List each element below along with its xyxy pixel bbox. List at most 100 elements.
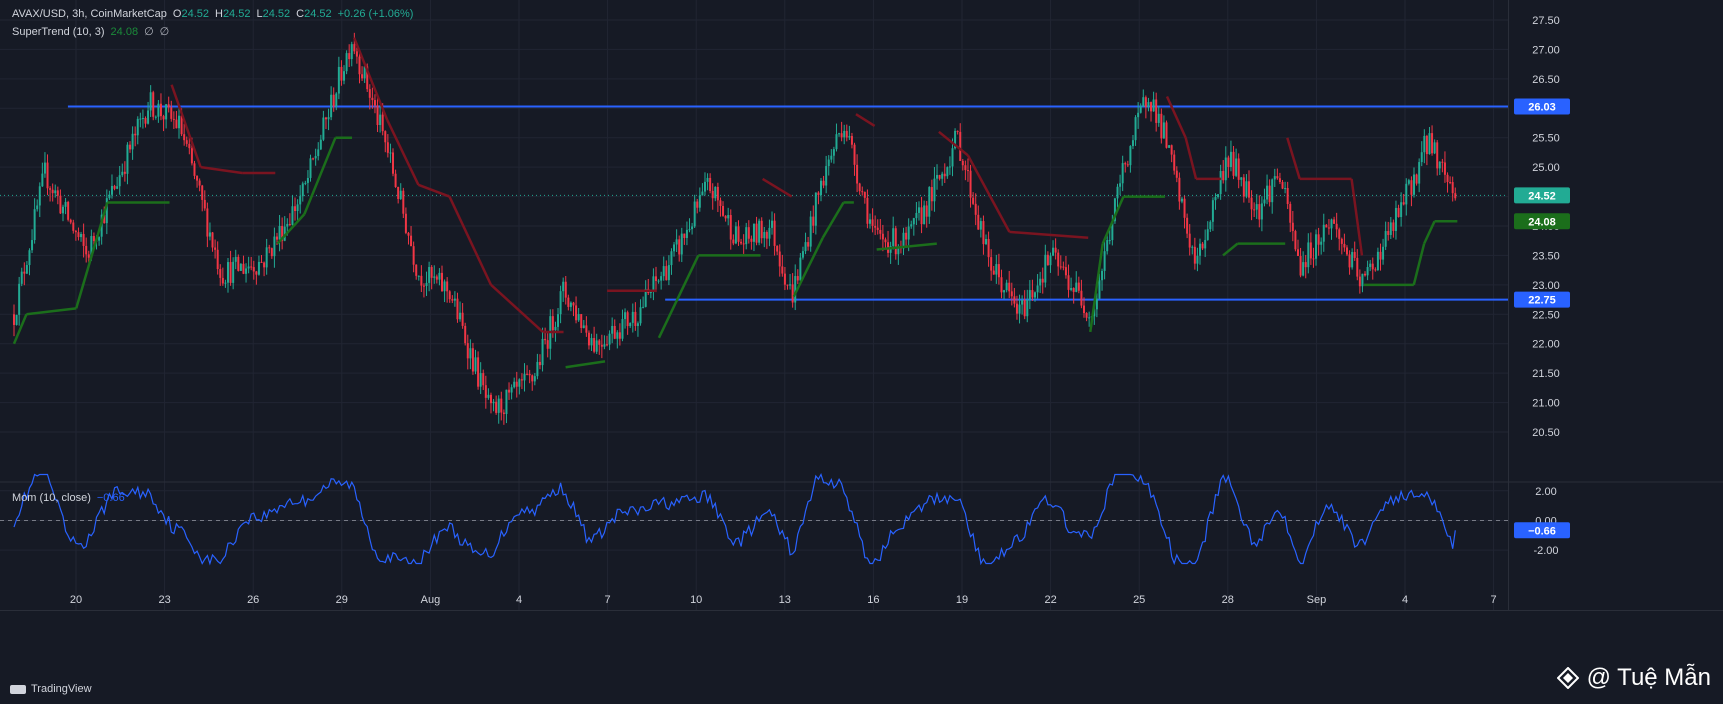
candle-body	[134, 133, 137, 136]
candle-body	[1384, 231, 1387, 247]
candle-body	[979, 221, 982, 230]
candle-body	[144, 118, 147, 124]
supertrend-label[interactable]: SuperTrend (10, 3)	[12, 25, 105, 38]
horizontal-lines	[0, 105, 1508, 301]
candle-body	[678, 239, 681, 255]
candle-body	[564, 281, 567, 298]
candle-body	[1170, 145, 1173, 155]
candle-body	[1175, 170, 1178, 178]
candle-body	[1242, 177, 1245, 197]
candle-body	[1253, 209, 1256, 211]
candle-body	[1361, 273, 1364, 287]
candle-body	[639, 307, 642, 324]
candle-body	[1312, 258, 1315, 260]
candle-body	[404, 213, 407, 233]
candle-body	[482, 373, 485, 386]
candle-body	[433, 276, 436, 278]
candle-body	[964, 165, 967, 171]
candle-body	[214, 247, 217, 250]
candle-body	[1155, 99, 1158, 123]
price-label-badge	[1514, 187, 1570, 204]
candle-body	[1077, 282, 1080, 291]
candle-body	[850, 136, 853, 145]
time-tick-label: 23	[158, 594, 170, 606]
candle-body	[149, 92, 152, 111]
candle-body	[358, 56, 361, 75]
candle-body	[917, 207, 920, 213]
time-tick-label: 4	[516, 594, 522, 606]
candle-body	[531, 375, 534, 382]
momentum-label[interactable]: Mom (10, close)	[12, 492, 91, 504]
candle-body	[1397, 207, 1400, 218]
candle-body	[520, 379, 523, 381]
candle-body	[1436, 142, 1439, 169]
supertrend-segment	[1222, 242, 1239, 257]
candle-body	[294, 206, 297, 211]
candle-body	[64, 201, 67, 207]
candle-body	[417, 275, 420, 277]
candle-body	[1049, 255, 1052, 266]
candle-body	[299, 196, 302, 205]
candle-body	[1309, 242, 1312, 259]
candle-body	[1026, 299, 1029, 317]
candle-body	[1286, 187, 1289, 204]
candle-body	[397, 187, 400, 199]
candle-body	[807, 242, 810, 247]
supertrend-segment	[276, 213, 306, 245]
candle-body	[812, 216, 815, 226]
candle-body	[461, 312, 464, 326]
candle-body	[608, 333, 611, 345]
candle-body	[1044, 254, 1047, 283]
candle-body	[533, 376, 536, 382]
candle-body	[129, 144, 132, 150]
candle-body	[1008, 282, 1011, 292]
candle-body	[734, 226, 737, 244]
candle-body	[827, 159, 830, 167]
candle-body	[1451, 182, 1454, 194]
candle-body	[840, 133, 843, 138]
candle-body	[972, 197, 975, 204]
candle-body	[941, 173, 944, 179]
time-tick-label: 22	[1044, 594, 1056, 606]
candle-body	[600, 344, 603, 347]
supertrend-segment	[1350, 178, 1364, 256]
price-tick-label: 26.50	[1532, 74, 1560, 86]
candle-body	[884, 239, 887, 243]
candle-body	[1093, 309, 1096, 317]
candle-body	[219, 269, 222, 278]
candle-body	[680, 233, 683, 255]
candle-body	[141, 118, 144, 120]
candle-body	[990, 257, 993, 271]
candle-body	[515, 381, 518, 387]
candle-body	[1245, 181, 1248, 197]
candle-body	[1000, 277, 1003, 293]
candle-body	[606, 344, 609, 346]
candle-body	[337, 66, 340, 94]
candle-body	[995, 264, 998, 275]
candle-body	[492, 401, 495, 404]
candle-body	[1299, 255, 1302, 276]
symbol-title[interactable]: AVAX/USD, 3h, CoinMarketCap	[12, 8, 167, 20]
candle-body	[366, 66, 369, 90]
candle-body	[1240, 177, 1243, 180]
candle-body	[489, 394, 492, 404]
candle-body	[701, 191, 704, 196]
candle-body	[1191, 246, 1194, 248]
candle-body	[286, 223, 289, 227]
candle-body	[673, 244, 676, 252]
candle-body	[85, 245, 88, 255]
candle-body	[263, 262, 266, 268]
candle-body	[484, 385, 487, 398]
candle-body	[518, 379, 521, 387]
symbol-legend: AVAX/USD, 3h, CoinMarketCap O24.52 H24.5…	[12, 8, 413, 20]
candle-body	[245, 268, 248, 274]
candle-body	[691, 226, 694, 230]
candle-body	[1183, 198, 1186, 218]
candle-body	[727, 215, 730, 219]
tradingview-logo[interactable]: TradingView	[10, 683, 92, 695]
tradingview-text: TradingView	[31, 683, 92, 695]
candle-body	[1178, 177, 1181, 202]
candle-body	[505, 389, 508, 415]
candle-body	[116, 186, 119, 189]
